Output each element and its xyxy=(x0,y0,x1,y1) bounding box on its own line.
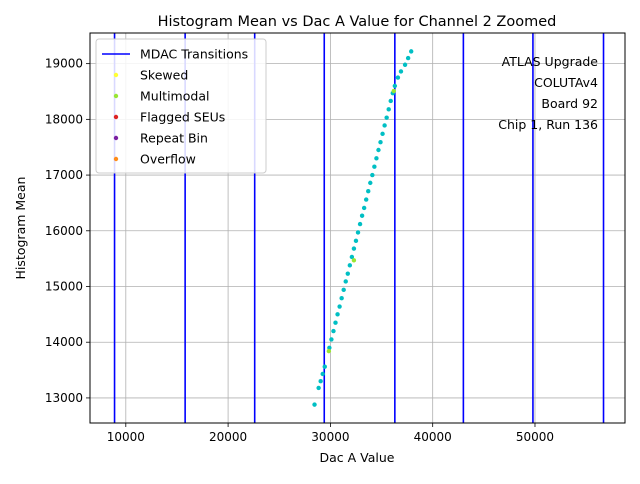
data-point xyxy=(388,98,393,104)
legend-point-marker xyxy=(113,156,119,162)
data-point xyxy=(351,258,357,263)
data-point xyxy=(345,271,350,276)
data-point xyxy=(341,287,346,293)
data-point xyxy=(372,164,377,169)
legend-label: Multimodal xyxy=(140,89,209,104)
legend-label: Overflow xyxy=(140,152,196,167)
legend-point-marker xyxy=(113,135,119,141)
x-axis-ticks: 10000 20000 30000 40000 50000 xyxy=(107,423,554,444)
annotation-line: Board 92 xyxy=(541,96,598,111)
data-point xyxy=(351,246,357,251)
data-point xyxy=(363,197,369,202)
data-point xyxy=(353,238,359,244)
data-point xyxy=(349,254,355,260)
x-tick-label: 40000 xyxy=(414,430,452,444)
data-point xyxy=(391,88,397,94)
data-point xyxy=(376,147,381,153)
x-tick-label: 20000 xyxy=(209,430,247,444)
run-annotation: ATLAS Upgrade COLUTAv4 Board 92 Chip 1, Run… xyxy=(498,54,598,132)
data-point xyxy=(402,62,408,67)
x-axis-label: Dac A Value xyxy=(320,450,395,465)
data-point xyxy=(337,304,342,309)
data-point xyxy=(355,230,361,235)
data-point xyxy=(318,379,323,384)
legend-label: Skewed xyxy=(140,68,188,83)
plot-frame xyxy=(89,32,626,424)
legend-box xyxy=(95,38,267,174)
legend-point-marker xyxy=(113,114,119,120)
chart-title: Histogram Mean vs Dac A Value for Channe… xyxy=(158,14,557,30)
x-tick-label: 10000 xyxy=(107,430,145,444)
legend-label: Repeat Bin xyxy=(140,131,208,146)
y-tick-label: 16000 xyxy=(45,224,83,238)
data-point xyxy=(382,123,387,128)
data-point xyxy=(322,364,327,369)
y-tick-label: 13000 xyxy=(45,391,83,405)
data-point xyxy=(335,312,340,317)
data-point xyxy=(361,205,367,211)
y-tick-label: 15000 xyxy=(45,280,83,294)
y-tick-label: 18000 xyxy=(45,112,83,126)
legend-point-marker xyxy=(113,72,119,78)
data-point xyxy=(392,83,398,89)
data-point xyxy=(327,345,332,350)
data-point xyxy=(357,221,363,227)
data-point xyxy=(359,213,365,218)
data-point xyxy=(378,140,383,145)
data-point xyxy=(326,348,332,354)
legend-label: Flagged SEUs xyxy=(140,110,225,125)
data-point xyxy=(384,115,389,120)
y-axis-ticks: 13000 14000 15000 16000 17000 18000 19000 xyxy=(45,57,90,405)
data-point xyxy=(312,402,317,407)
data-point xyxy=(374,156,379,161)
data-point xyxy=(333,320,338,325)
y-tick-label: 14000 xyxy=(45,335,83,349)
data-point xyxy=(320,371,325,377)
data-point xyxy=(370,172,375,178)
legend-point-marker xyxy=(113,93,119,99)
data-point xyxy=(386,107,391,112)
legend-label: MDAC Transitions xyxy=(140,47,248,62)
data-point xyxy=(395,75,401,80)
y-axis-label: Histogram Mean xyxy=(13,177,28,280)
data-point xyxy=(405,55,411,61)
annotation-line: Chip 1, Run 136 xyxy=(498,117,598,132)
data-point xyxy=(339,296,344,301)
y-tick-label: 19000 xyxy=(45,57,83,71)
y-tick-label: 17000 xyxy=(45,168,83,182)
data-point xyxy=(366,189,371,194)
x-tick-label: 50000 xyxy=(516,430,554,444)
annotation-line: COLUTAv4 xyxy=(534,75,598,90)
annotation-line: ATLAS Upgrade xyxy=(502,54,599,69)
legend: MDAC Transitions Skewed Multimodal Flagged … xyxy=(95,38,267,174)
x-tick-label: 30000 xyxy=(311,430,349,444)
data-point xyxy=(398,69,404,74)
data-point xyxy=(368,180,373,186)
data-point xyxy=(409,49,414,54)
data-point xyxy=(316,385,321,391)
data-point xyxy=(329,337,334,342)
data-point xyxy=(347,263,353,268)
data-points xyxy=(312,49,414,407)
data-point xyxy=(343,279,348,284)
data-point xyxy=(380,131,385,137)
data-point xyxy=(331,328,336,334)
